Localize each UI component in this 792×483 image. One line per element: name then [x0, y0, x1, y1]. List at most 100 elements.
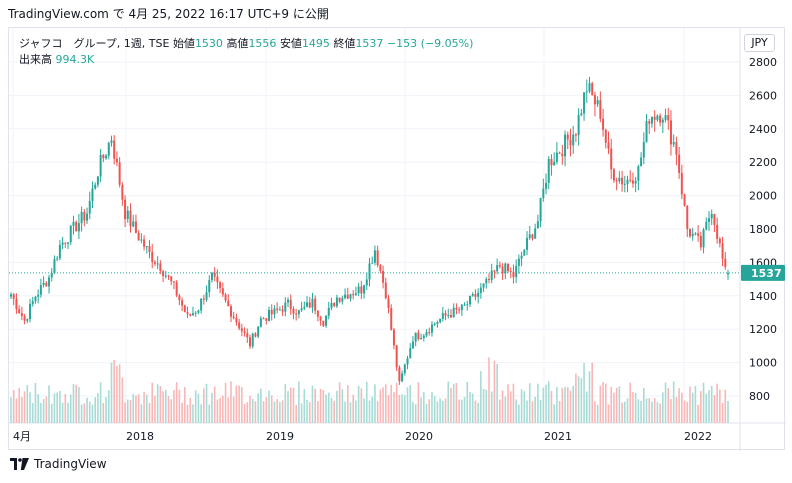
- candle-body: [727, 272, 729, 275]
- volume-bar: [431, 391, 433, 423]
- volume-bar: [542, 387, 545, 423]
- volume-bar: [303, 389, 306, 423]
- candle-body: [153, 261, 156, 264]
- candle-body: [599, 100, 602, 119]
- volume-bar: [113, 359, 116, 423]
- candle-body: [507, 263, 510, 272]
- candle-body: [94, 184, 97, 189]
- candle-body: [235, 318, 238, 323]
- candle-body: [140, 239, 143, 241]
- volume-bar: [156, 384, 159, 423]
- candle-body: [186, 312, 189, 314]
- candle-body: [558, 152, 561, 154]
- volume-bar: [681, 392, 683, 423]
- candle-body: [699, 235, 702, 248]
- volume-bar: [162, 391, 164, 423]
- candle-body: [444, 313, 447, 316]
- footer-brand[interactable]: TradingView: [10, 457, 107, 471]
- volume-bar: [232, 396, 235, 423]
- y-tick-label: 1800: [749, 223, 777, 236]
- last-price-label: 1537: [751, 267, 782, 280]
- candle-body: [113, 140, 116, 159]
- volume-bar: [61, 402, 64, 423]
- candle-body: [414, 332, 417, 342]
- volume-bar: [284, 384, 287, 423]
- candle-body: [482, 283, 485, 288]
- candle-body: [545, 182, 548, 189]
- volume-bar: [154, 395, 156, 423]
- volume-bar: [243, 403, 246, 423]
- candle-body: [172, 281, 175, 283]
- candle-body: [721, 243, 724, 259]
- volume-bar: [727, 401, 729, 423]
- volume-bar: [121, 377, 124, 423]
- volume-bar: [469, 391, 471, 423]
- currency-button[interactable]: JPY: [744, 34, 775, 52]
- legend-open-value: 1530: [194, 37, 223, 50]
- volume-bar: [148, 402, 151, 423]
- candle-body: [694, 233, 697, 235]
- volume-bar: [414, 404, 417, 423]
- candle-body: [379, 265, 382, 272]
- candle-body: [210, 272, 213, 281]
- candle-body: [398, 367, 401, 382]
- candle-body: [395, 345, 398, 368]
- candle-body: [645, 121, 648, 142]
- legend-high-value: 1556: [248, 37, 277, 50]
- volume-bar: [653, 398, 656, 423]
- candle-body: [12, 294, 15, 299]
- volume-bar: [178, 389, 181, 423]
- candle-body: [485, 279, 488, 284]
- candle-body: [39, 285, 42, 295]
- volume-bar: [330, 397, 333, 423]
- candle-body: [384, 282, 387, 299]
- volume-bar: [67, 402, 69, 423]
- volume-bar: [72, 384, 75, 423]
- candle-body: [659, 115, 662, 123]
- volume-bar: [118, 364, 121, 423]
- candle-body: [191, 313, 194, 316]
- volume-bar: [547, 381, 550, 423]
- volume-bar: [203, 388, 205, 423]
- volume-bar: [395, 382, 398, 423]
- candle-body: [346, 294, 349, 299]
- candle-body: [585, 91, 588, 93]
- volume-bar: [629, 382, 632, 423]
- x-tick-label: 2021: [544, 430, 572, 443]
- volume-bar: [135, 395, 137, 423]
- volume-bar: [257, 393, 259, 423]
- candle-body: [80, 211, 83, 224]
- candle-body: [602, 118, 605, 130]
- candle-body: [50, 272, 53, 278]
- volume-bar: [333, 400, 335, 423]
- volume-bar: [167, 395, 170, 423]
- volume-bar: [588, 371, 591, 423]
- candle-body: [227, 300, 230, 307]
- candle-body: [664, 115, 667, 120]
- volume-bar: [368, 400, 371, 423]
- volume-bar: [632, 392, 634, 423]
- volume-bar: [618, 386, 621, 423]
- volume-bar: [420, 397, 422, 423]
- volume-bar: [165, 389, 167, 423]
- candle-body: [710, 213, 713, 219]
- volume-bar: [390, 384, 393, 423]
- volume-bar: [537, 383, 539, 423]
- volume-bar: [110, 362, 113, 423]
- candle-body: [452, 307, 455, 318]
- y-tick-label: 1000: [749, 357, 777, 370]
- volume-bar: [194, 390, 197, 423]
- volume-bar: [224, 382, 227, 423]
- candle-body: [289, 299, 292, 309]
- volume-bar: [363, 398, 365, 423]
- volume-bar: [485, 389, 488, 423]
- candle-body: [325, 315, 328, 326]
- candle-body: [18, 309, 21, 313]
- volume-bar: [184, 387, 186, 423]
- volume-bar: [539, 400, 542, 423]
- candle-body: [428, 332, 431, 334]
- volume-bar: [507, 384, 509, 423]
- volume-bar: [273, 401, 276, 423]
- volume-bar: [311, 385, 314, 423]
- candle-body: [86, 213, 89, 221]
